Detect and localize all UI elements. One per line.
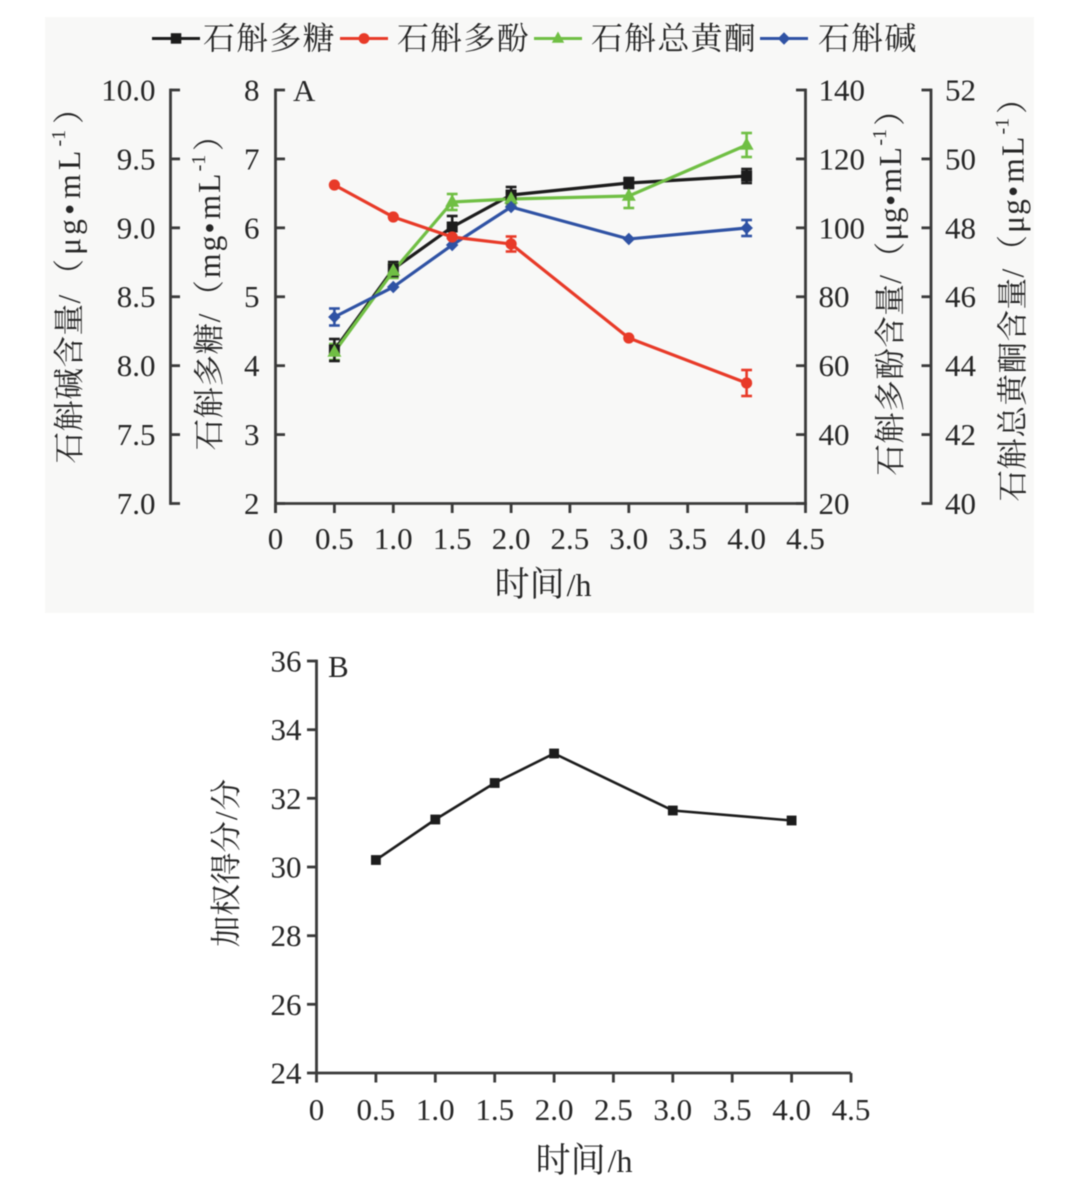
svg-text:26: 26 [271, 987, 302, 1022]
svg-text:120: 120 [819, 141, 866, 176]
svg-text:A: A [293, 73, 316, 108]
svg-text:-1: -1 [48, 130, 70, 147]
svg-text:4: 4 [244, 348, 260, 383]
svg-text:-1: -1 [188, 155, 210, 172]
svg-text:/: / [52, 295, 87, 304]
svg-text:2.0: 2.0 [492, 521, 531, 556]
svg-text:6: 6 [244, 210, 260, 245]
svg-text:/h: /h [567, 567, 592, 603]
svg-text:•: • [52, 204, 87, 215]
svg-text:/h: /h [608, 1143, 633, 1179]
svg-text:5: 5 [244, 279, 260, 314]
svg-text:L: L [873, 147, 908, 166]
svg-text:4.0: 4.0 [727, 521, 766, 556]
svg-text:60: 60 [819, 348, 850, 383]
svg-text:1.0: 1.0 [374, 521, 413, 556]
svg-text:7.5: 7.5 [117, 417, 156, 452]
svg-text:1.0: 1.0 [416, 1092, 455, 1127]
svg-text:g: g [996, 199, 1031, 215]
svg-text:g: g [52, 219, 87, 235]
svg-text:8: 8 [244, 73, 260, 108]
svg-text:m: m [996, 158, 1031, 183]
svg-text:•: • [192, 222, 227, 233]
svg-text:2.5: 2.5 [551, 521, 590, 556]
svg-text:42: 42 [945, 417, 976, 452]
svg-text:52: 52 [945, 73, 976, 108]
svg-text:-1: -1 [869, 129, 891, 146]
svg-text:140: 140 [819, 73, 866, 108]
svg-text:8.5: 8.5 [117, 279, 156, 314]
svg-text:32: 32 [271, 781, 302, 816]
svg-text:μ: μ [873, 224, 908, 241]
svg-text:46: 46 [945, 279, 976, 314]
svg-text:/: / [873, 275, 908, 284]
svg-text:20: 20 [819, 486, 850, 521]
svg-text:L: L [52, 151, 87, 170]
svg-text:40: 40 [819, 417, 850, 452]
svg-text:44: 44 [945, 348, 977, 383]
svg-text:0.5: 0.5 [315, 521, 354, 556]
svg-text:3.5: 3.5 [668, 521, 707, 556]
svg-text:40: 40 [945, 486, 976, 521]
svg-text:3.0: 3.0 [609, 521, 648, 556]
svg-text:g: g [192, 235, 227, 251]
svg-text:1.5: 1.5 [433, 521, 472, 556]
svg-text:1.5: 1.5 [475, 1092, 514, 1127]
svg-text:B: B [328, 649, 349, 684]
svg-text:8.0: 8.0 [117, 348, 156, 383]
svg-text:m: m [52, 174, 87, 199]
svg-text:3.5: 3.5 [713, 1092, 752, 1127]
svg-text:•: • [996, 186, 1031, 197]
svg-text:2.0: 2.0 [535, 1092, 574, 1127]
svg-text:36: 36 [271, 644, 302, 679]
svg-text:4.0: 4.0 [772, 1092, 811, 1127]
svg-text:34: 34 [271, 712, 303, 747]
svg-text:4.5: 4.5 [786, 521, 825, 556]
svg-text:7.0: 7.0 [117, 486, 156, 521]
svg-text:•: • [873, 195, 908, 206]
svg-text:m: m [192, 253, 227, 278]
svg-text:/: / [209, 811, 244, 820]
svg-text:μ: μ [996, 216, 1031, 233]
svg-text:0.5: 0.5 [357, 1092, 396, 1127]
svg-text:-1: -1 [992, 118, 1014, 135]
svg-text:48: 48 [945, 210, 976, 245]
svg-text:L: L [996, 137, 1031, 156]
svg-text:2.5: 2.5 [594, 1092, 633, 1127]
svg-text:2: 2 [244, 486, 260, 521]
svg-text:24: 24 [271, 1056, 303, 1091]
svg-text:m: m [873, 167, 908, 192]
svg-text:100: 100 [819, 210, 866, 245]
svg-text:/: / [192, 313, 227, 322]
svg-text:4.5: 4.5 [832, 1092, 871, 1127]
svg-text:μ: μ [52, 238, 87, 255]
svg-text:0: 0 [268, 521, 284, 556]
svg-text:80: 80 [819, 279, 850, 314]
svg-text:L: L [192, 174, 227, 193]
svg-text:m: m [192, 194, 227, 219]
svg-text:/: / [996, 269, 1031, 278]
svg-text:3.0: 3.0 [653, 1092, 692, 1127]
svg-text:7: 7 [244, 141, 260, 176]
svg-text:3: 3 [244, 417, 260, 452]
svg-text:28: 28 [271, 918, 302, 953]
svg-text:9.5: 9.5 [117, 141, 156, 176]
svg-text:g: g [873, 207, 908, 223]
svg-text:0: 0 [309, 1092, 325, 1127]
svg-text:9.0: 9.0 [117, 210, 156, 245]
svg-text:10.0: 10.0 [101, 73, 155, 108]
svg-text:30: 30 [271, 850, 302, 885]
svg-text:50: 50 [945, 141, 976, 176]
